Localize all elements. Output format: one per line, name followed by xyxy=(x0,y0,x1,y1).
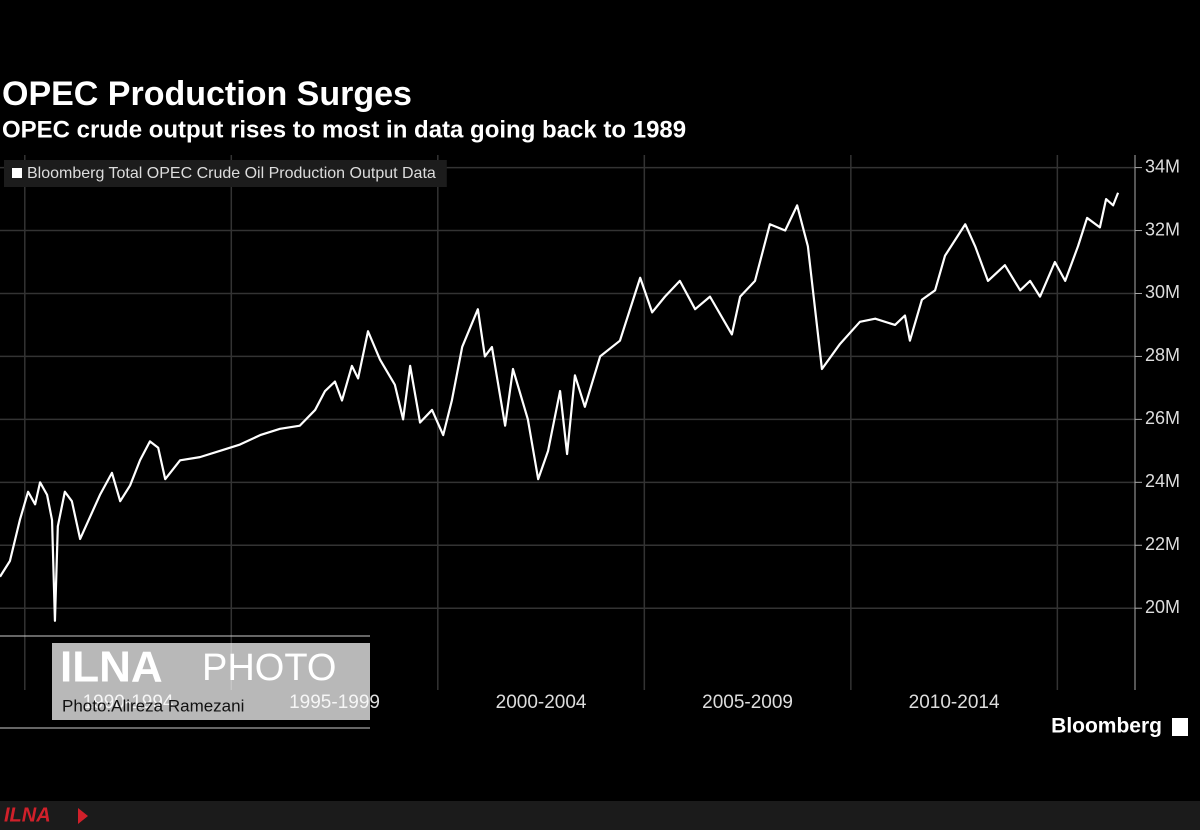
x-period-label: 2000-2004 xyxy=(496,692,587,713)
chart-title: OPEC Production Surges xyxy=(2,75,412,113)
watermark-box xyxy=(52,643,370,720)
y-tick-label: 30M xyxy=(1145,282,1180,302)
x-period-label: 2005-2009 xyxy=(702,692,793,713)
watermark-brand: ILNA xyxy=(60,643,163,692)
chart-subtitle: OPEC crude output rises to most in data … xyxy=(2,116,686,143)
source: Bloomberg xyxy=(1051,715,1162,738)
footer-logo: ILNA xyxy=(4,804,51,826)
y-tick-label: 26M xyxy=(1145,408,1180,428)
footer-bar xyxy=(0,801,1200,830)
y-tick-label: 28M xyxy=(1145,345,1180,365)
y-tick-label: 32M xyxy=(1145,219,1180,239)
watermark-label: PHOTO xyxy=(202,647,336,689)
x-period-label: 2010-2014 xyxy=(909,692,1000,713)
legend-swatch xyxy=(12,168,22,178)
watermark-credit: Photo:Alireza Ramezani xyxy=(62,696,244,715)
y-tick-label: 34M xyxy=(1145,156,1180,176)
y-tick-label: 22M xyxy=(1145,534,1180,554)
y-tick-label: 20M xyxy=(1145,597,1180,617)
legend: Bloomberg Total OPEC Crude Oil Productio… xyxy=(4,160,447,187)
legend-box xyxy=(4,160,447,187)
y-tick-label: 24M xyxy=(1145,471,1180,491)
source-icon xyxy=(1172,718,1188,736)
line-series xyxy=(0,192,1120,622)
overlay: ILNA PHOTO Photo:Alireza Ramezani ILNA xyxy=(0,635,1200,830)
legend-label: Bloomberg Total OPEC Crude Oil Productio… xyxy=(27,165,436,182)
footer-arrow xyxy=(78,808,88,824)
